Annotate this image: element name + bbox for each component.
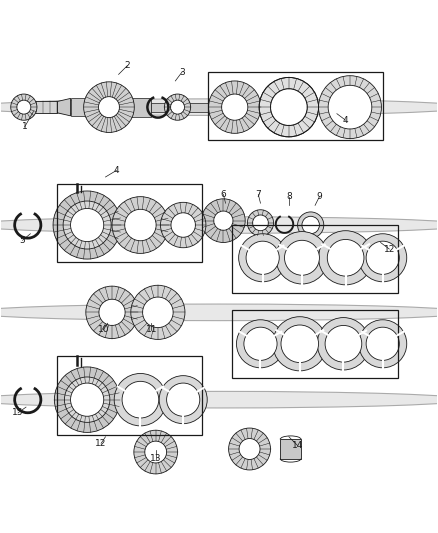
Text: 1: 1: [22, 122, 28, 131]
Text: 6: 6: [220, 190, 226, 199]
Circle shape: [122, 381, 159, 418]
Bar: [29, 101, 57, 113]
Circle shape: [125, 209, 156, 241]
Circle shape: [164, 94, 191, 120]
Bar: [232, 225, 398, 293]
Bar: [71, 99, 90, 116]
Circle shape: [359, 234, 407, 282]
Circle shape: [273, 317, 327, 371]
Circle shape: [366, 241, 399, 274]
Circle shape: [208, 81, 261, 133]
Text: 14: 14: [292, 441, 303, 450]
Circle shape: [327, 239, 364, 276]
Text: 8: 8: [286, 192, 292, 201]
Circle shape: [318, 76, 381, 139]
Circle shape: [281, 325, 318, 362]
Bar: [125, 98, 151, 117]
Bar: [208, 72, 383, 140]
Circle shape: [63, 201, 111, 249]
Bar: [280, 439, 301, 458]
Circle shape: [271, 89, 307, 125]
Bar: [57, 183, 201, 262]
Circle shape: [170, 100, 184, 114]
Circle shape: [171, 213, 195, 237]
Circle shape: [244, 327, 277, 360]
Circle shape: [99, 299, 125, 326]
Circle shape: [297, 212, 324, 238]
Circle shape: [328, 85, 372, 129]
Text: 4: 4: [343, 116, 349, 125]
Bar: [90, 95, 125, 119]
Circle shape: [253, 215, 268, 231]
Circle shape: [201, 199, 245, 243]
Text: 3: 3: [179, 68, 185, 77]
Circle shape: [246, 241, 279, 274]
Circle shape: [53, 191, 121, 259]
Circle shape: [166, 383, 200, 416]
Bar: [232, 310, 398, 378]
Circle shape: [71, 383, 104, 416]
Circle shape: [214, 211, 233, 230]
Circle shape: [64, 377, 110, 422]
Circle shape: [276, 231, 328, 284]
Circle shape: [239, 234, 287, 282]
Text: 12: 12: [384, 245, 395, 254]
Circle shape: [229, 428, 271, 470]
Bar: [151, 103, 208, 111]
Circle shape: [259, 77, 318, 137]
Text: 15: 15: [12, 408, 24, 417]
Circle shape: [145, 441, 166, 463]
Circle shape: [84, 82, 134, 133]
Bar: [57, 356, 201, 434]
Text: 11: 11: [145, 325, 157, 334]
Text: 2: 2: [124, 61, 130, 70]
Circle shape: [285, 240, 319, 275]
Ellipse shape: [0, 391, 438, 408]
Circle shape: [317, 318, 370, 370]
Circle shape: [239, 439, 260, 459]
Circle shape: [237, 320, 285, 368]
Text: 4: 4: [113, 166, 119, 175]
Ellipse shape: [0, 217, 438, 233]
Circle shape: [271, 89, 307, 125]
Ellipse shape: [0, 99, 438, 116]
Text: 5: 5: [20, 236, 25, 245]
Circle shape: [359, 320, 407, 368]
Text: 13: 13: [150, 454, 162, 463]
Text: 10: 10: [98, 325, 109, 334]
Circle shape: [143, 297, 173, 328]
Circle shape: [247, 210, 274, 236]
Circle shape: [131, 285, 185, 340]
Circle shape: [17, 100, 31, 114]
Circle shape: [99, 96, 120, 118]
Circle shape: [302, 216, 319, 234]
Circle shape: [159, 376, 207, 424]
Circle shape: [86, 286, 138, 338]
Circle shape: [11, 94, 37, 120]
Polygon shape: [57, 99, 71, 116]
Circle shape: [72, 210, 102, 240]
Circle shape: [318, 231, 373, 285]
Circle shape: [71, 208, 104, 241]
Ellipse shape: [0, 304, 438, 321]
Circle shape: [222, 94, 248, 120]
Text: 9: 9: [317, 192, 322, 201]
Circle shape: [72, 384, 102, 415]
Text: 7: 7: [255, 190, 261, 199]
Circle shape: [112, 197, 169, 253]
Circle shape: [114, 374, 166, 426]
Circle shape: [54, 367, 120, 432]
Text: 12: 12: [95, 439, 107, 448]
Circle shape: [325, 326, 362, 362]
Circle shape: [366, 327, 399, 360]
Circle shape: [134, 430, 177, 474]
Circle shape: [160, 203, 206, 248]
